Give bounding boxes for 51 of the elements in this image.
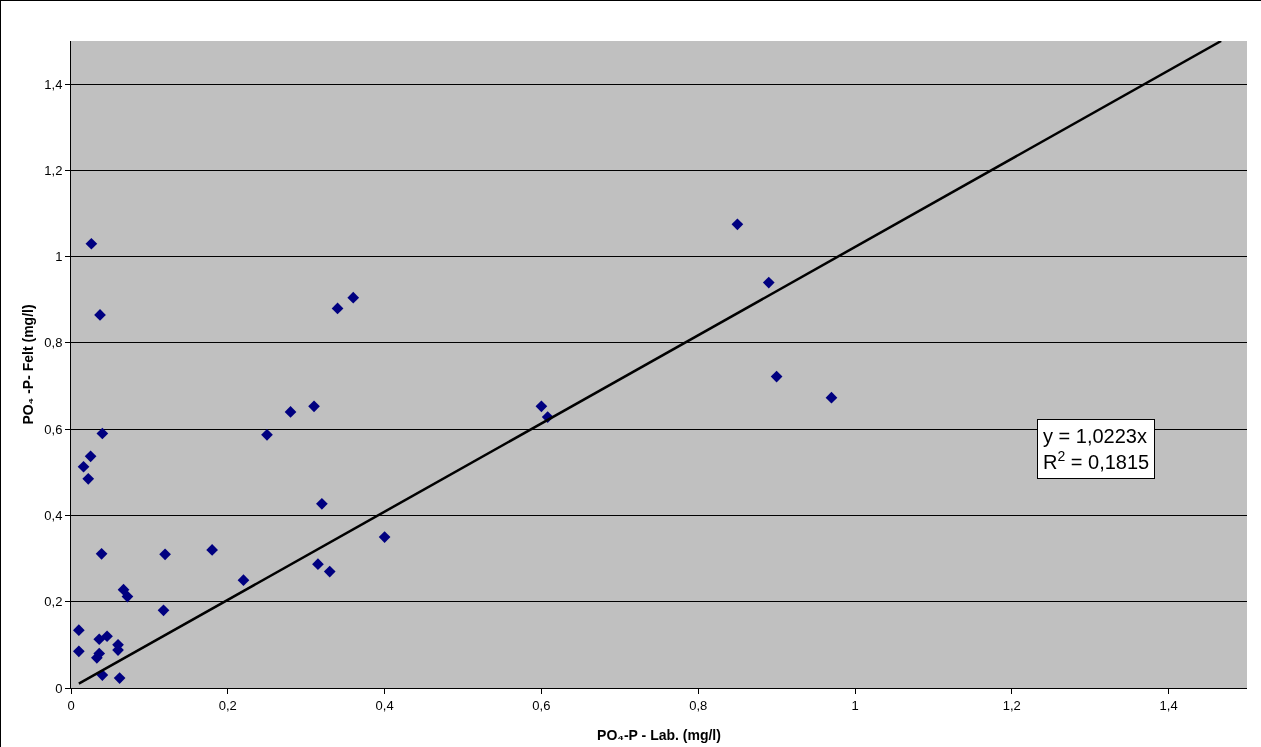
x-tick-label: 0,4 (375, 697, 394, 713)
x-tick-label: 1,2 (1002, 697, 1021, 713)
point (762, 276, 775, 289)
point (157, 604, 170, 617)
point (101, 630, 113, 643)
y-tick-label: 0,4 (44, 508, 63, 524)
point (261, 428, 273, 441)
point (95, 548, 108, 560)
point (308, 400, 320, 413)
y-tick-label: 0,2 (44, 594, 63, 610)
x-tick-label: 0 (67, 697, 75, 713)
point (237, 574, 250, 587)
point (96, 427, 109, 440)
point (117, 583, 130, 596)
annotation: R$^{2}$ = 0,1815 (1043, 447, 1150, 473)
point (159, 548, 171, 561)
point (72, 645, 85, 658)
point (378, 531, 391, 543)
y-tick-label: 0 (55, 680, 63, 696)
point (331, 302, 344, 315)
y-tick-label: 0,8 (44, 335, 63, 351)
x-tick-label: 0,8 (689, 697, 708, 713)
x-tick-label: 0,2 (218, 697, 237, 713)
point (312, 558, 324, 571)
point (825, 391, 838, 404)
point (323, 565, 336, 578)
y-tick-label: 0,6 (44, 421, 63, 437)
point (77, 460, 90, 473)
point (770, 370, 783, 383)
point (316, 497, 328, 510)
point (535, 400, 548, 413)
y-tick-label: 1,4 (44, 76, 63, 92)
x-tick-label: 1,4 (1159, 697, 1178, 713)
x-tick-label: 0,6 (532, 697, 551, 713)
x-axis-title: PO₄-P - Lab. (mg/l) (597, 727, 721, 743)
point (82, 472, 95, 485)
point (72, 624, 85, 637)
point (206, 544, 218, 556)
point (113, 672, 126, 684)
point (284, 406, 297, 418)
point (84, 450, 97, 463)
y-tick-label: 1 (55, 249, 63, 265)
y-axis-title: PO₄ -P- Felt (mg/l) (20, 304, 36, 425)
point (731, 218, 744, 231)
y-tick-label: 1,2 (44, 162, 63, 178)
annotation: y = 1,0223x (1043, 425, 1147, 447)
point (85, 237, 98, 250)
x-tick-label: 1 (851, 697, 859, 713)
point (93, 633, 106, 646)
point (347, 291, 360, 304)
point (121, 590, 134, 603)
